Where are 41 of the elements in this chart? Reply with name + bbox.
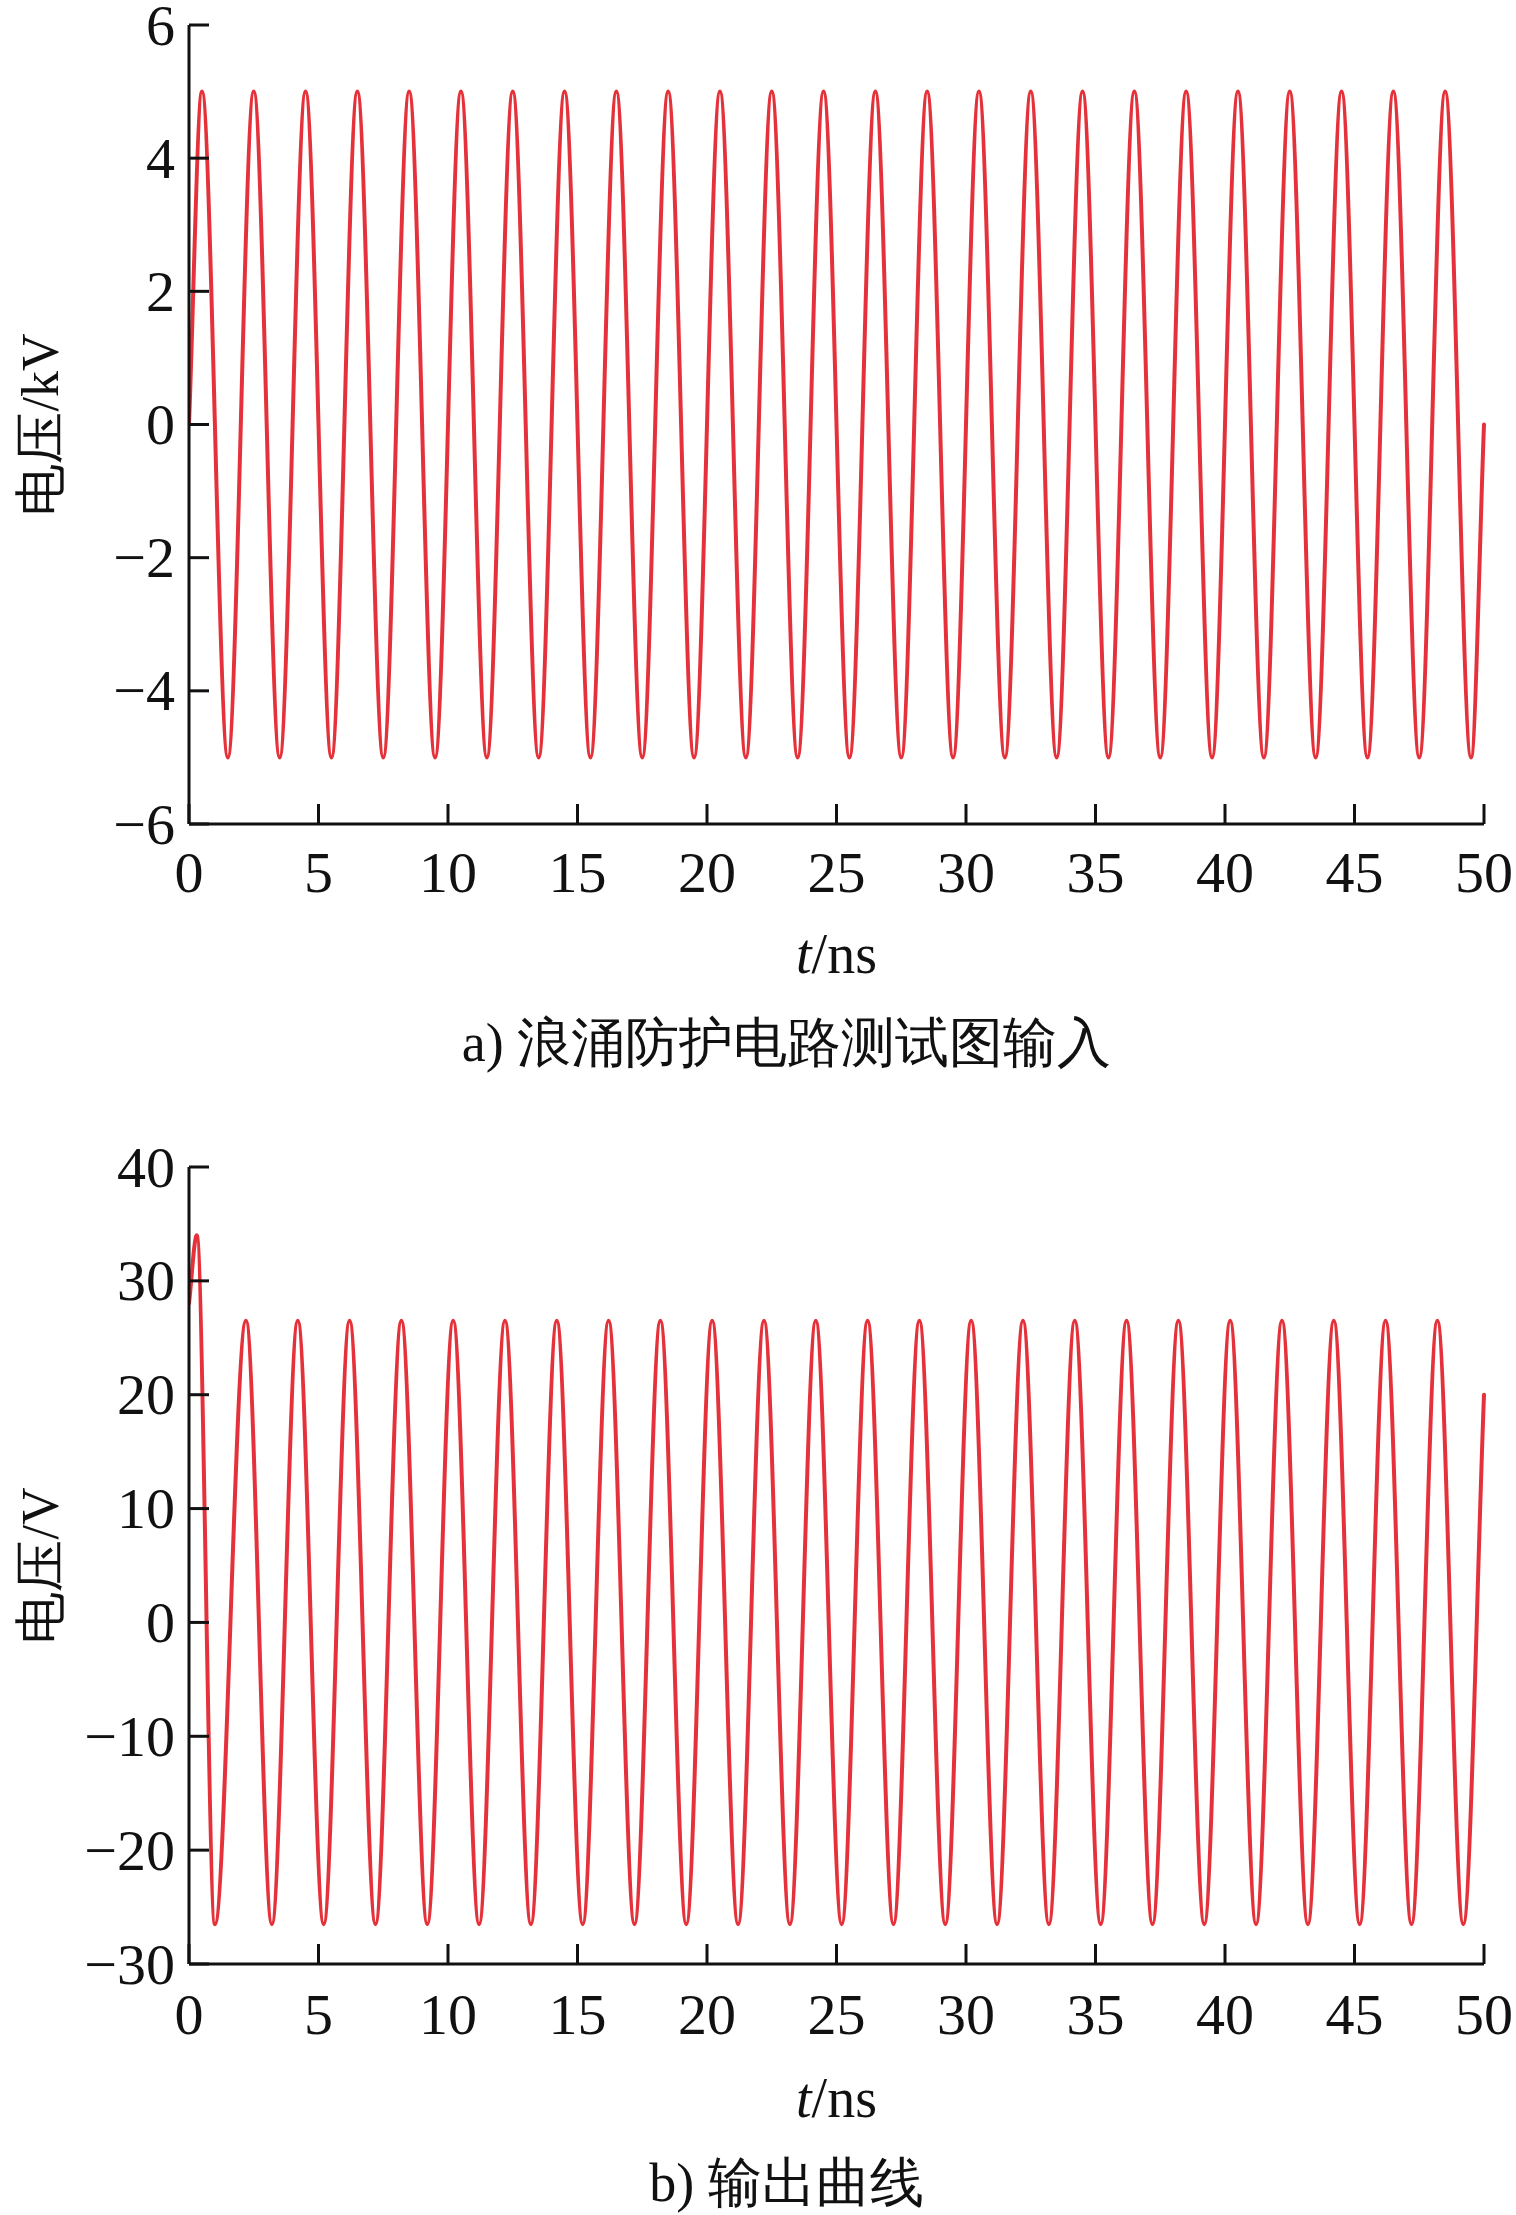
x-tick-label: 15	[548, 839, 607, 905]
y-tick-label: 0	[146, 1589, 175, 1655]
text: b) 输出曲线	[649, 2153, 924, 2213]
x-tick-label: 10	[419, 839, 477, 905]
text: a) 浪涌防护电路测试图输入	[461, 1013, 1112, 1073]
x-axis-title: t/ns	[796, 923, 877, 985]
x-tick-label: 30	[937, 1981, 995, 2047]
y-tick-label: −6	[113, 791, 175, 857]
x-tick-label: 25	[807, 1981, 866, 2047]
x-tick-label: 10	[419, 1981, 477, 2047]
y-tick-label: −30	[84, 1931, 175, 1997]
x-tick-label: 5	[304, 1981, 333, 2047]
x-tick-label: 40	[1196, 1981, 1254, 2047]
y-axis-title: 电压/kV	[11, 333, 69, 516]
y-tick-label: 20	[117, 1362, 175, 1428]
x-tick-label: 45	[1325, 839, 1384, 905]
x-tick-label: 5	[304, 839, 333, 905]
y-tick-label: −20	[84, 1817, 175, 1883]
x-tick-label: 20	[678, 839, 736, 905]
x-tick-label: 45	[1325, 1981, 1384, 2047]
x-tick-label: 40	[1196, 839, 1254, 905]
y-tick-label: 10	[117, 1476, 175, 1542]
x-tick-label: 20	[678, 1981, 736, 2047]
y-axis-title: 电压/V	[11, 1487, 69, 1644]
y-tick-label: 40	[117, 1134, 175, 1200]
y-tick-label: 0	[146, 392, 175, 457]
x-tick-label: 30	[937, 839, 995, 905]
y-tick-label: 6	[146, 0, 175, 58]
x-tick-label: 50	[1455, 1981, 1513, 2047]
y-tick-label: 30	[117, 1248, 175, 1314]
x-tick-label: 35	[1066, 839, 1125, 905]
x-tick-label: 35	[1066, 1981, 1125, 2047]
x-tick-label: 50	[1455, 839, 1513, 905]
y-tick-label: 4	[146, 125, 175, 191]
y-tick-label: −2	[113, 525, 175, 591]
x-tick-label: 25	[807, 839, 866, 905]
y-tick-label: 2	[146, 258, 175, 324]
y-tick-label: −4	[113, 658, 175, 724]
y-tick-label: −10	[84, 1703, 175, 1769]
x-tick-label: 15	[548, 1981, 607, 2047]
x-axis-title: t/ns	[796, 2067, 877, 2129]
